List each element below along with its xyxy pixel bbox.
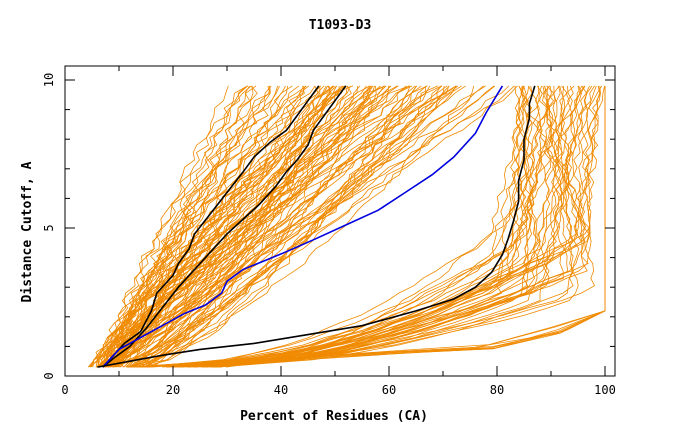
model-curve: [108, 85, 448, 368]
model-curve: [168, 85, 582, 368]
model-curve: [105, 85, 252, 368]
series-line-1: [102, 85, 320, 368]
model-curve: [128, 85, 600, 368]
model-curve: [99, 85, 340, 368]
model-curve: [130, 85, 332, 368]
model-curve: [194, 85, 597, 368]
highlighted-series: [97, 85, 536, 368]
model-curve: [95, 85, 280, 368]
model-curve: [119, 85, 374, 368]
model-curve: [173, 85, 579, 368]
x-axis-label: Percent of Residues (CA): [240, 409, 428, 424]
model-curve: [128, 85, 533, 368]
model-curve: [111, 85, 251, 368]
model-curve: [179, 85, 596, 368]
plot-frame: [64, 65, 616, 377]
model-curve: [107, 85, 271, 368]
model-curve: [218, 85, 560, 368]
model-curve: [103, 85, 248, 368]
model-curve: [137, 85, 518, 368]
model-curve: [140, 85, 601, 368]
y-tick-label: 10: [42, 73, 56, 87]
model-curve: [113, 85, 293, 368]
model-curve: [113, 85, 418, 368]
x-tick-label: 100: [594, 383, 616, 397]
series-line-2: [102, 85, 347, 368]
y-tick-label: 0: [42, 372, 56, 379]
model-curve: [179, 85, 525, 368]
series-line-4: [97, 85, 536, 368]
model-curve: [136, 85, 530, 368]
model-curve: [107, 85, 337, 368]
model-curve: [103, 85, 457, 368]
model-curve: [110, 85, 288, 368]
model-curve: [166, 85, 585, 368]
model-curve: [97, 85, 344, 368]
x-tick-label: 20: [166, 383, 180, 397]
model-curve: [97, 85, 279, 368]
model-curve: [153, 85, 337, 368]
model-curve: [107, 85, 443, 368]
model-curve: [212, 85, 593, 368]
x-tick-label: 80: [490, 383, 504, 397]
model-curve: [139, 310, 606, 368]
model-curve: [218, 85, 582, 368]
model-curve: [204, 85, 590, 368]
series-line-3: [102, 85, 504, 368]
model-curve: [103, 85, 385, 368]
x-tick-label: 0: [61, 383, 68, 397]
model-curve: [195, 85, 523, 368]
x-tick-label: 60: [382, 383, 396, 397]
model-curve: [211, 85, 569, 368]
model-curve: [139, 85, 438, 368]
model-curve: [186, 85, 555, 368]
model-curve: [216, 85, 574, 368]
model-curve: [106, 85, 270, 368]
model-curve: [209, 85, 568, 368]
model-curve: [96, 85, 391, 368]
model-curve: [162, 85, 586, 368]
model-curve: [142, 310, 606, 368]
model-curve: [102, 85, 254, 368]
axis-ticks: 0 20 40 60 80 100 0 5 10: [42, 66, 616, 397]
model-curve: [117, 85, 459, 368]
model-curve: [172, 85, 588, 368]
model-curve: [131, 85, 416, 368]
y-axis-label: Distance Cutoff, A: [20, 161, 35, 302]
model-curve: [214, 85, 528, 368]
model-curve: [129, 85, 411, 368]
model-curve: [95, 85, 427, 368]
model-curve: [187, 85, 552, 368]
model-curve: [176, 85, 551, 368]
model-curve: [104, 85, 386, 368]
model-curve: [136, 310, 606, 368]
chart-title: T1093-D3: [309, 18, 372, 33]
x-tick-label: 40: [274, 383, 288, 397]
model-curve: [128, 85, 331, 368]
model-curve: [182, 85, 606, 368]
background-model-curves: [87, 85, 606, 368]
model-curve: [128, 85, 442, 368]
y-tick-label: 5: [42, 224, 56, 231]
model-curve: [127, 85, 475, 368]
model-curve: [144, 85, 325, 368]
model-curve: [145, 85, 457, 368]
